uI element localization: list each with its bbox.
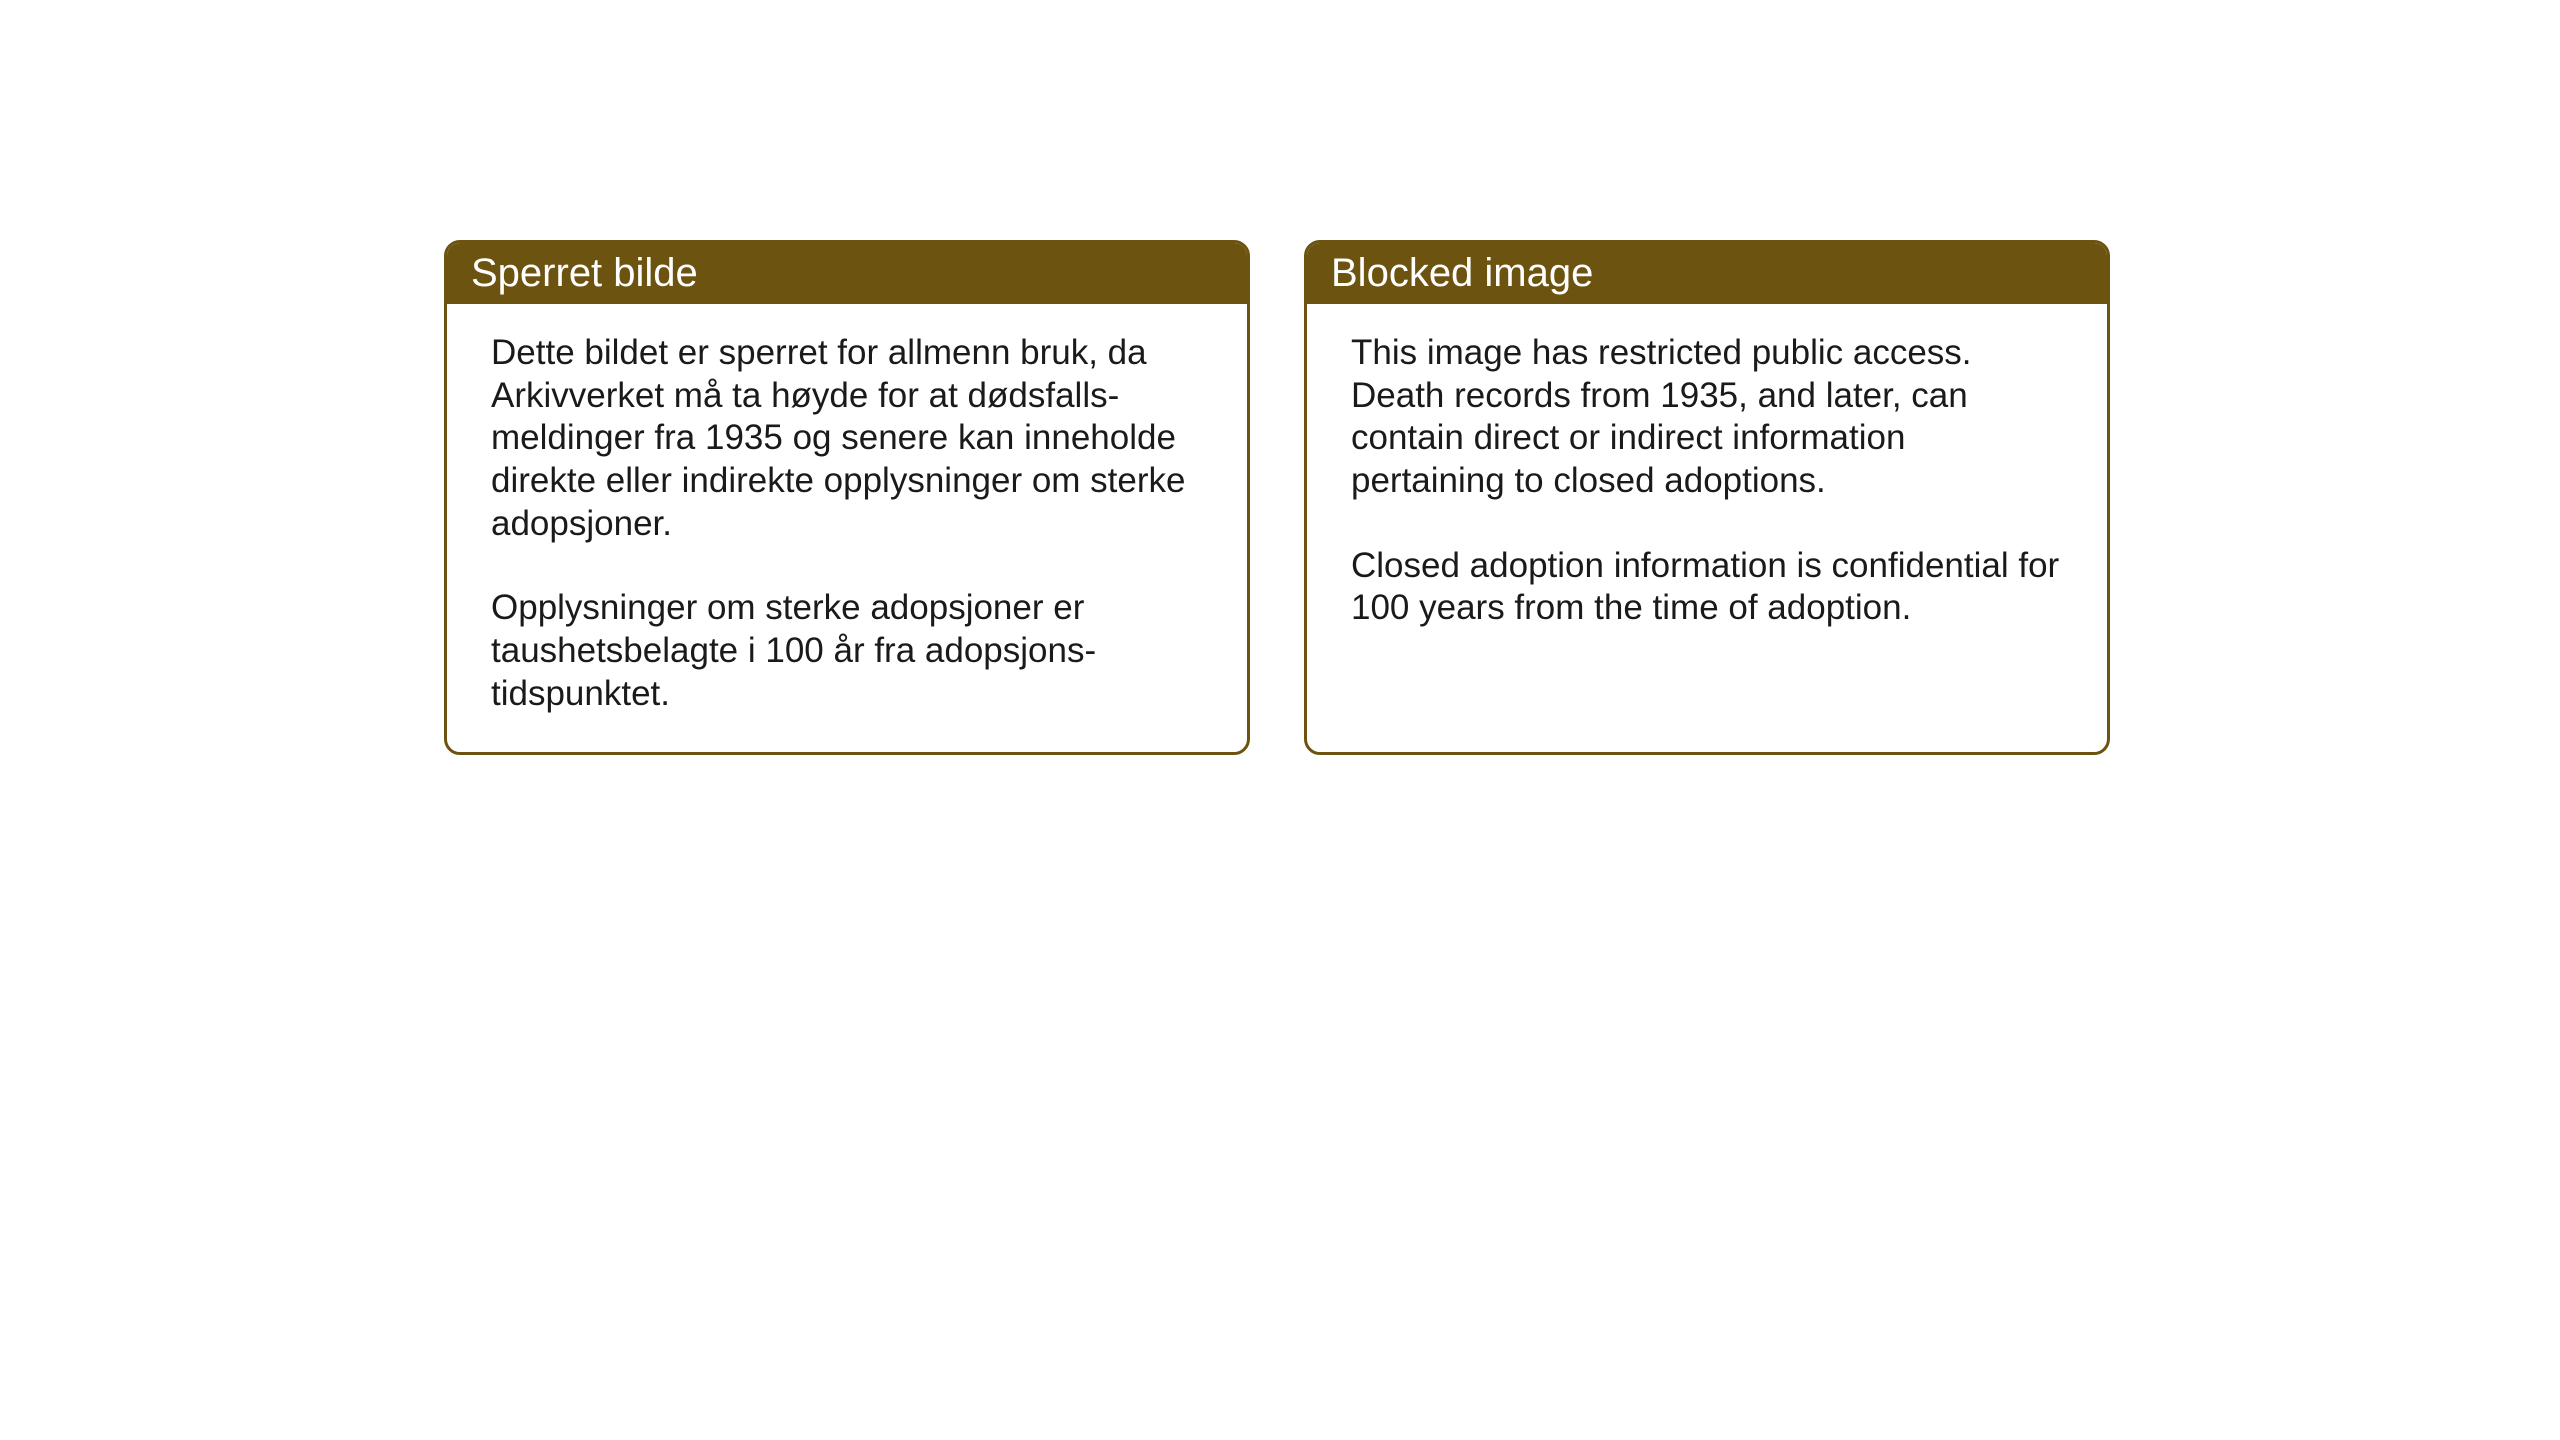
notice-paragraph-1-norwegian: Dette bildet er sperret for allmenn bruk… xyxy=(491,332,1203,545)
notice-title-english: Blocked image xyxy=(1307,243,2107,304)
notice-body-english: This image has restricted public access.… xyxy=(1307,304,2107,666)
notice-box-english: Blocked image This image has restricted … xyxy=(1304,240,2110,755)
notice-paragraph-2-english: Closed adoption information is confident… xyxy=(1351,545,2063,630)
notice-container: Sperret bilde Dette bildet er sperret fo… xyxy=(444,240,2110,755)
notice-box-norwegian: Sperret bilde Dette bildet er sperret fo… xyxy=(444,240,1250,755)
notice-title-norwegian: Sperret bilde xyxy=(447,243,1247,304)
notice-body-norwegian: Dette bildet er sperret for allmenn bruk… xyxy=(447,304,1247,752)
notice-paragraph-1-english: This image has restricted public access.… xyxy=(1351,332,2063,503)
notice-paragraph-2-norwegian: Opplysninger om sterke adopsjoner er tau… xyxy=(491,587,1203,715)
